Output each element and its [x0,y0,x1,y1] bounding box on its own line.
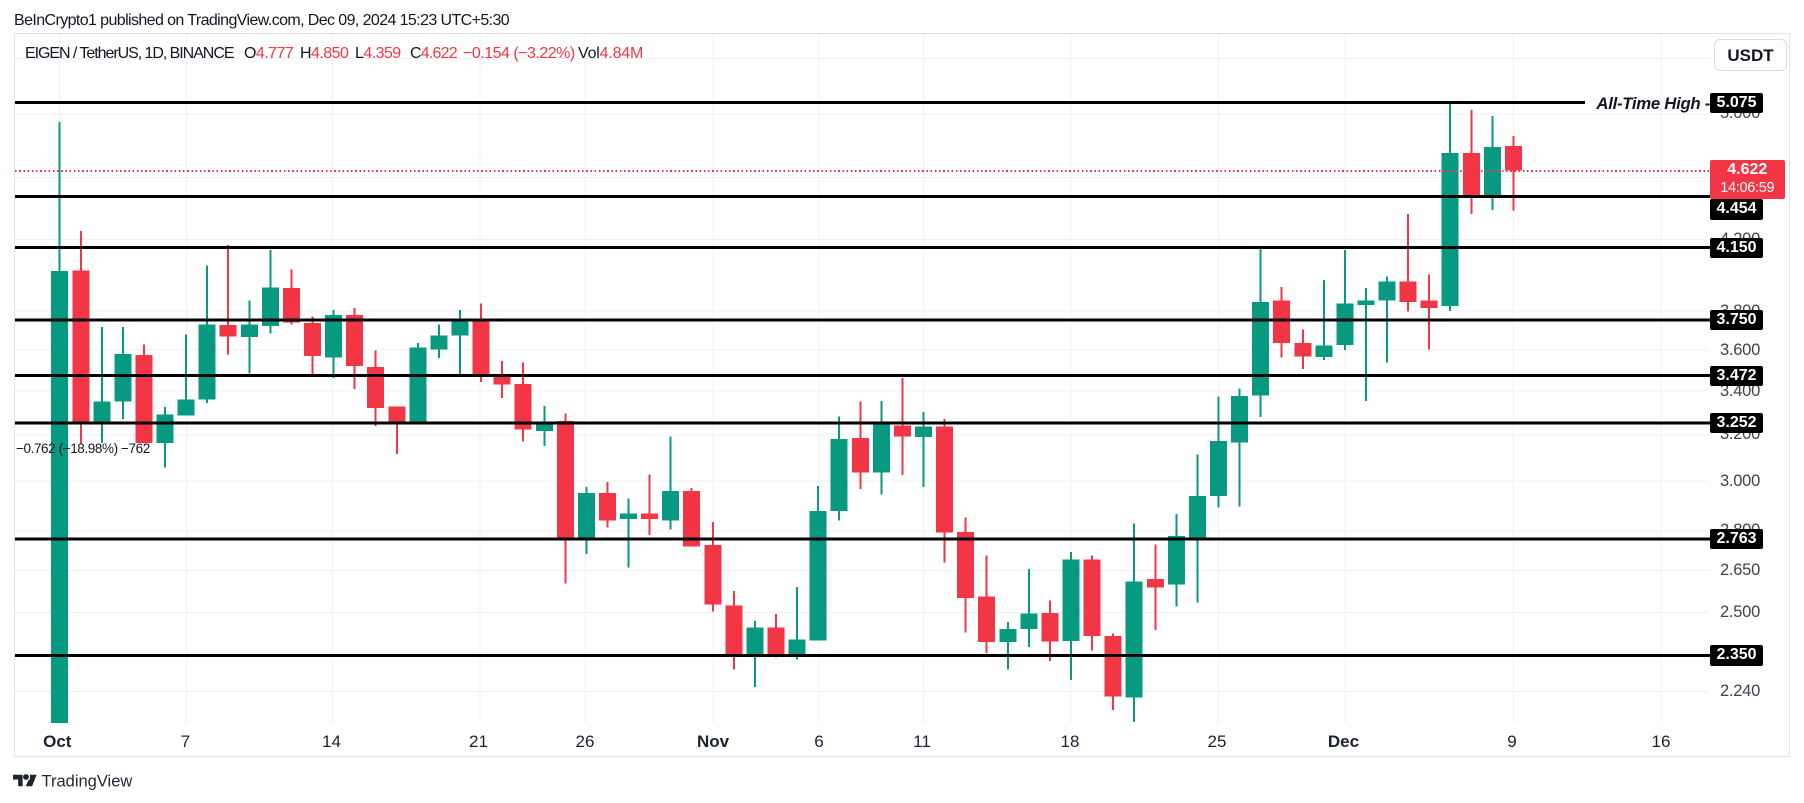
svg-text:TradingView: TradingView [42,773,133,791]
